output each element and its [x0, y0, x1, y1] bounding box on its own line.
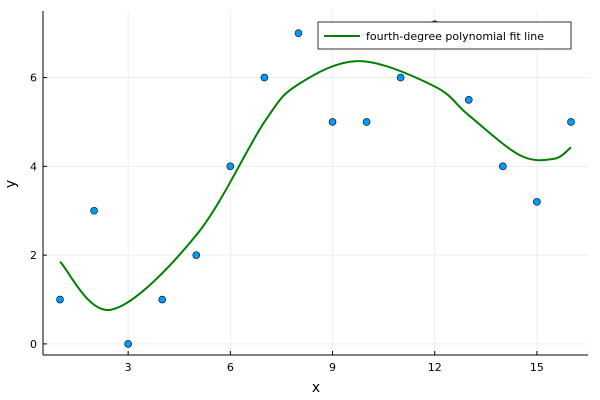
x-tick-label: 3 [125, 361, 132, 374]
data-point [90, 206, 98, 215]
legend-box [317, 21, 572, 50]
x-tick-label: 15 [530, 361, 544, 374]
data-point [158, 295, 167, 304]
data-point [294, 29, 303, 37]
data-point [533, 198, 541, 206]
data-point [226, 162, 235, 171]
data-point [362, 118, 371, 126]
data-point [499, 162, 507, 171]
data-point [396, 73, 405, 82]
legend-label-fit-line: fourth-degree polynomial fit line [366, 30, 544, 43]
fit-line-layer [59, 60, 572, 311]
x-axis-label: x [312, 380, 320, 396]
data-point [260, 73, 269, 82]
data-point [192, 251, 201, 259]
data-point [328, 118, 337, 126]
grid-lines [43, 11, 588, 355]
y-tick-label: 4 [30, 160, 37, 173]
x-tick-label: 12 [428, 361, 442, 374]
x-tick-label: 6 [227, 361, 234, 374]
data-point [56, 295, 64, 304]
data-point [567, 118, 575, 126]
y-tick-label: 0 [30, 338, 37, 351]
y-tick-label: 2 [30, 249, 37, 262]
data-points-layer [56, 20, 575, 348]
data-point [124, 340, 132, 348]
y-tick-label: 6 [30, 72, 37, 85]
tick-labels: 3 6 9 12 15 0 2 4 6 [30, 72, 544, 374]
data-point [464, 95, 473, 104]
x-tick-label: 9 [329, 361, 336, 374]
axes [42, 11, 588, 356]
legend: fourth-degree polynomial fit line [317, 21, 572, 50]
y-axis-label: y [3, 180, 19, 188]
fit-line [59, 60, 572, 311]
